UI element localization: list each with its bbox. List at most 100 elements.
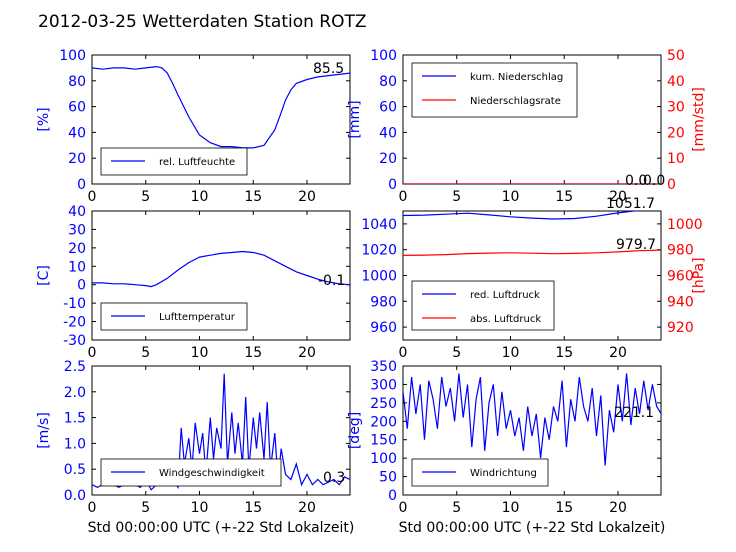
y-axis-label: [deg] <box>347 412 363 449</box>
y-tick-label: 40 <box>68 204 86 220</box>
series-line-red-luftdruck <box>403 211 640 220</box>
x-tick-label: 10 <box>502 345 520 361</box>
legend-entry: rel. Luftfeuchte <box>159 157 235 168</box>
current-value-label: 0.0 <box>643 173 665 189</box>
legend-box <box>411 62 578 118</box>
y-axis-right-label: [hPa] <box>691 257 707 293</box>
x-tick-label: 15 <box>555 189 573 205</box>
y-tick-label: 1.5 <box>64 411 86 427</box>
x-tick-label: 10 <box>191 189 209 205</box>
y-axis-right-label: [mm/std] <box>691 87 707 152</box>
y-tick-label: 980 <box>370 294 397 310</box>
series-line-rel-luftfeuchte <box>92 65 350 149</box>
y-tick-label: 2.5 <box>64 359 86 375</box>
legend-entry: abs. Luftdruck <box>470 314 541 325</box>
x-tick-label: 5 <box>452 500 461 516</box>
figure-title: 2012-03-25 Wetterdaten Station ROTZ <box>38 12 367 32</box>
y-tick-label: 350 <box>370 359 397 375</box>
temperature-panel: 0 5 10 15 20 -30 -20 -10 0 10 20 30 40 [C] Lufttempera… <box>36 204 351 361</box>
y-tick-label: 0 <box>77 177 86 193</box>
legend-entry: Windrichtung <box>470 468 537 479</box>
legend-box <box>411 280 555 331</box>
legend-entry: Windgeschwindigkeit <box>159 468 265 479</box>
y-tick-label: 50 <box>379 470 397 486</box>
x-tick-label: 20 <box>298 500 316 516</box>
humidity-panel: 0 5 10 15 20 0 20 40 60 80 100 [%] rel. Luftfeuchte 8… <box>36 48 351 205</box>
y-axis-label: [%] <box>36 107 52 131</box>
y-tick-label: 0 <box>388 177 397 193</box>
y-tick-label: 100 <box>59 48 86 64</box>
y-right-tick-label: 980 <box>667 243 694 259</box>
y-right-tick-label: 40 <box>667 74 685 90</box>
pressure-panel: 0 5 10 15 20 960 980 1000 1020 1040 920 940 960 980 10… <box>361 196 707 361</box>
legend-entry: kum. Niederschlag <box>470 72 563 83</box>
y-tick-label: 960 <box>370 320 397 336</box>
y-tick-label: 40 <box>379 125 397 141</box>
series-line-abs-luftdruck <box>403 249 661 256</box>
current-value-label: 0.3 <box>323 470 345 486</box>
x-tick-label: 0 <box>399 345 408 361</box>
y-tick-label: 300 <box>370 377 397 393</box>
current-value-label: 0.0 <box>625 173 647 189</box>
x-tick-label: 10 <box>502 189 520 205</box>
current-value-label: 221.1 <box>614 405 654 421</box>
x-tick-label: 5 <box>141 500 150 516</box>
x-tick-label: 15 <box>244 500 262 516</box>
current-value-label: 1051.7 <box>606 196 655 212</box>
y-tick-label: 1020 <box>361 243 397 259</box>
y-right-tick-label: 0 <box>667 177 676 193</box>
y-tick-label: 250 <box>370 396 397 412</box>
y-tick-label: 1.0 <box>64 436 86 452</box>
x-tick-label: 5 <box>141 189 150 205</box>
current-value-label: 85.5 <box>313 61 344 77</box>
x-tick-label: 20 <box>609 500 627 516</box>
x-tick-label: 5 <box>141 345 150 361</box>
y-tick-label: 80 <box>68 74 86 90</box>
y-tick-label: 20 <box>379 151 397 167</box>
x-axis-label: Std 00:00:00 UTC (+-22 Std Lokalzeit) <box>88 520 355 536</box>
legend-entry: red. Luftdruck <box>470 290 540 301</box>
x-tick-label: 20 <box>298 189 316 205</box>
y-tick-label: 60 <box>379 100 397 116</box>
y-right-tick-label: 50 <box>667 48 685 64</box>
x-tick-label: 0 <box>399 189 408 205</box>
x-tick-label: 15 <box>244 345 262 361</box>
x-tick-label: 5 <box>452 345 461 361</box>
y-tick-label: 80 <box>379 74 397 90</box>
y-tick-label: -20 <box>63 315 86 331</box>
precipitation-panel: 0 5 10 15 20 0 20 40 60 80 100 0 10 20 30 40 50 [mm] [mm/s… <box>347 48 707 205</box>
y-tick-label: 0 <box>77 278 86 294</box>
y-tick-label: 30 <box>68 222 86 238</box>
y-tick-label: 20 <box>68 241 86 257</box>
y-right-tick-label: 20 <box>667 125 685 141</box>
y-axis-label: [mm] <box>347 100 363 138</box>
x-tick-label: 10 <box>502 500 520 516</box>
y-tick-label: 2.0 <box>64 385 86 401</box>
y-tick-label: 60 <box>68 100 86 116</box>
x-tick-label: 0 <box>88 500 97 516</box>
x-tick-label: 15 <box>555 345 573 361</box>
current-value-label: -0.1 <box>318 273 345 289</box>
y-tick-label: 200 <box>370 414 397 430</box>
y-tick-label: 0.0 <box>64 488 86 504</box>
series-line-windrichtung <box>403 373 661 466</box>
y-tick-label: 1040 <box>361 217 397 233</box>
y-tick-label: 150 <box>370 433 397 449</box>
y-right-tick-label: 30 <box>667 100 685 116</box>
y-tick-label: -10 <box>63 296 86 312</box>
y-tick-label: 100 <box>370 451 397 467</box>
y-tick-label: 40 <box>68 125 86 141</box>
x-tick-label: 15 <box>555 500 573 516</box>
x-tick-label: 20 <box>298 345 316 361</box>
legend-entry: Niederschlagsrate <box>470 96 561 107</box>
x-tick-label: 0 <box>399 500 408 516</box>
x-tick-label: 0 <box>88 189 97 205</box>
x-tick-label: 5 <box>452 189 461 205</box>
y-right-tick-label: 920 <box>667 320 694 336</box>
x-tick-label: 20 <box>609 345 627 361</box>
x-tick-label: 20 <box>609 189 627 205</box>
y-tick-label: 10 <box>68 259 86 275</box>
legend-entry: Lufttemperatur <box>159 312 236 323</box>
y-axis-label: [m/s] <box>36 412 52 449</box>
